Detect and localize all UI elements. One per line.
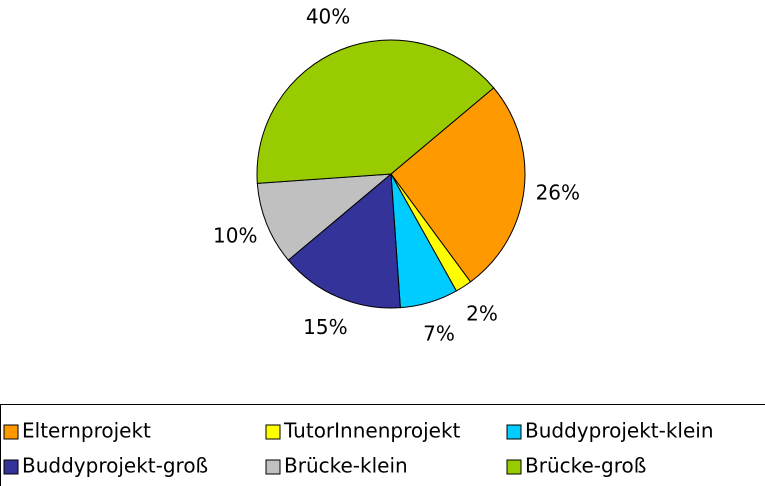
legend-swatch: [3, 459, 19, 475]
pie-slice: [256, 173, 393, 261]
data-label: 40%: [306, 5, 350, 29]
pie-slice: [256, 39, 495, 184]
legend-swatch: [265, 459, 281, 475]
data-label: 2%: [466, 302, 498, 326]
legend-box: [0, 404, 765, 486]
data-label: 15%: [303, 315, 347, 339]
legend-label: TutorInnenprojekt: [283, 419, 461, 443]
legend-swatch: [3, 424, 19, 440]
legend-swatch: [265, 424, 281, 440]
pie-slice: [390, 87, 526, 283]
legend-label: Buddyprojekt-groß: [22, 454, 208, 478]
data-label: 10%: [213, 223, 257, 247]
pie-slice: [287, 172, 401, 309]
legend-label: Elternprojekt: [22, 419, 151, 443]
legend-label: Brücke-klein: [284, 454, 408, 478]
legend-swatch: [506, 424, 522, 440]
data-label: 7%: [423, 321, 455, 345]
legend-label: Buddyprojekt-klein: [525, 419, 714, 443]
legend-swatch: [506, 459, 522, 475]
data-label: 26%: [536, 180, 580, 204]
legend-label: Brücke-groß: [525, 454, 646, 478]
